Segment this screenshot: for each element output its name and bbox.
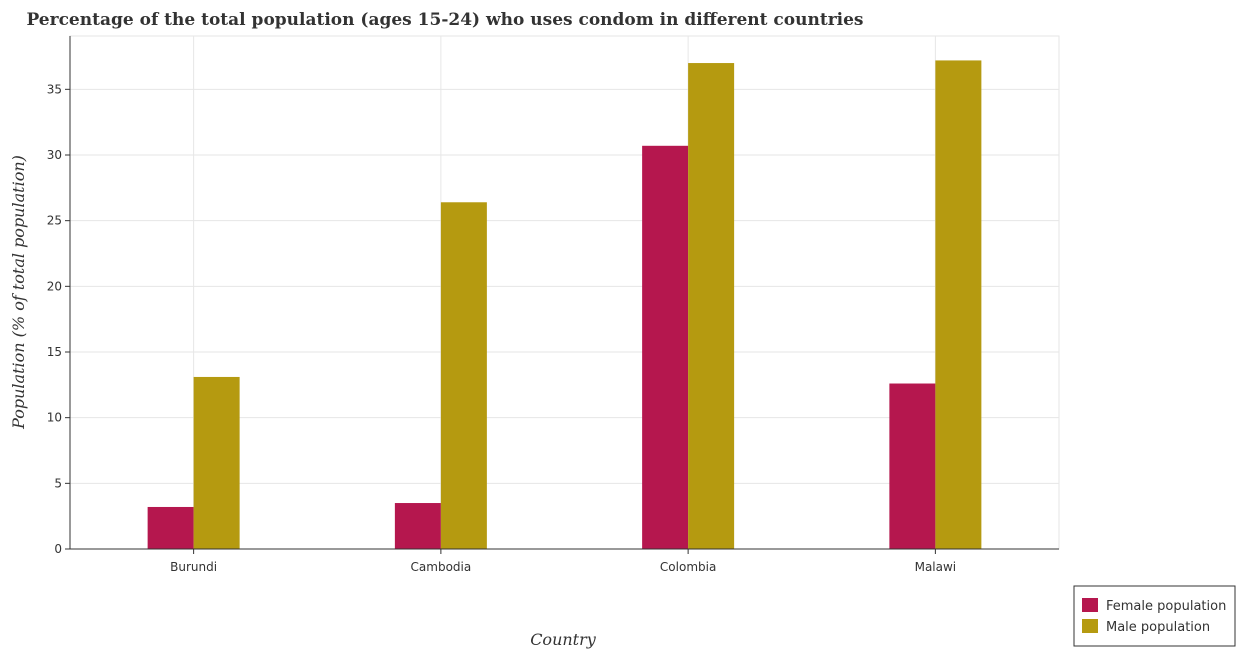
x-tick-label-colombia: Colombia	[660, 560, 716, 574]
y-tick-label: 20	[47, 279, 62, 293]
y-tick-label: 25	[47, 214, 62, 228]
y-axis-label: Population (% of total population)	[9, 155, 28, 430]
legend-box	[1073, 585, 1236, 647]
y-tick-label: 0	[54, 542, 62, 556]
legend-label-female: Female population	[1106, 599, 1226, 614]
bar-female-malawi	[889, 383, 936, 549]
bars	[147, 60, 982, 550]
x-tick-label-cambodia: Cambodia	[411, 560, 472, 574]
axes: 0 5 10 15 20 25 30 35 Burundi Cambodia Colombia Mal…	[47, 36, 1059, 574]
bar-female-burundi	[147, 506, 194, 549]
bar-female-colombia	[642, 145, 689, 549]
bar-male-burundi	[193, 376, 240, 549]
y-tick-label: 5	[54, 476, 62, 490]
y-tick-label: 35	[47, 82, 62, 96]
x-axis-label: Country	[530, 630, 597, 649]
bar-male-colombia	[688, 63, 735, 549]
legend-swatch-male	[1082, 619, 1098, 633]
y-tick-label: 30	[47, 148, 62, 162]
x-tick-label-malawi: Malawi	[915, 560, 957, 574]
y-tick-label: 10	[47, 411, 62, 425]
bar-male-cambodia	[440, 202, 487, 549]
legend: Female population Male population	[1073, 585, 1236, 647]
x-tick-label-burundi: Burundi	[170, 560, 217, 574]
y-tick-label: 15	[47, 345, 62, 359]
bar-female-cambodia	[394, 503, 441, 549]
chart-title: Percentage of the total population (ages…	[26, 10, 863, 30]
bar-male-malawi	[935, 60, 982, 550]
legend-label-male: Male population	[1106, 620, 1210, 635]
legend-swatch-female	[1082, 598, 1098, 612]
